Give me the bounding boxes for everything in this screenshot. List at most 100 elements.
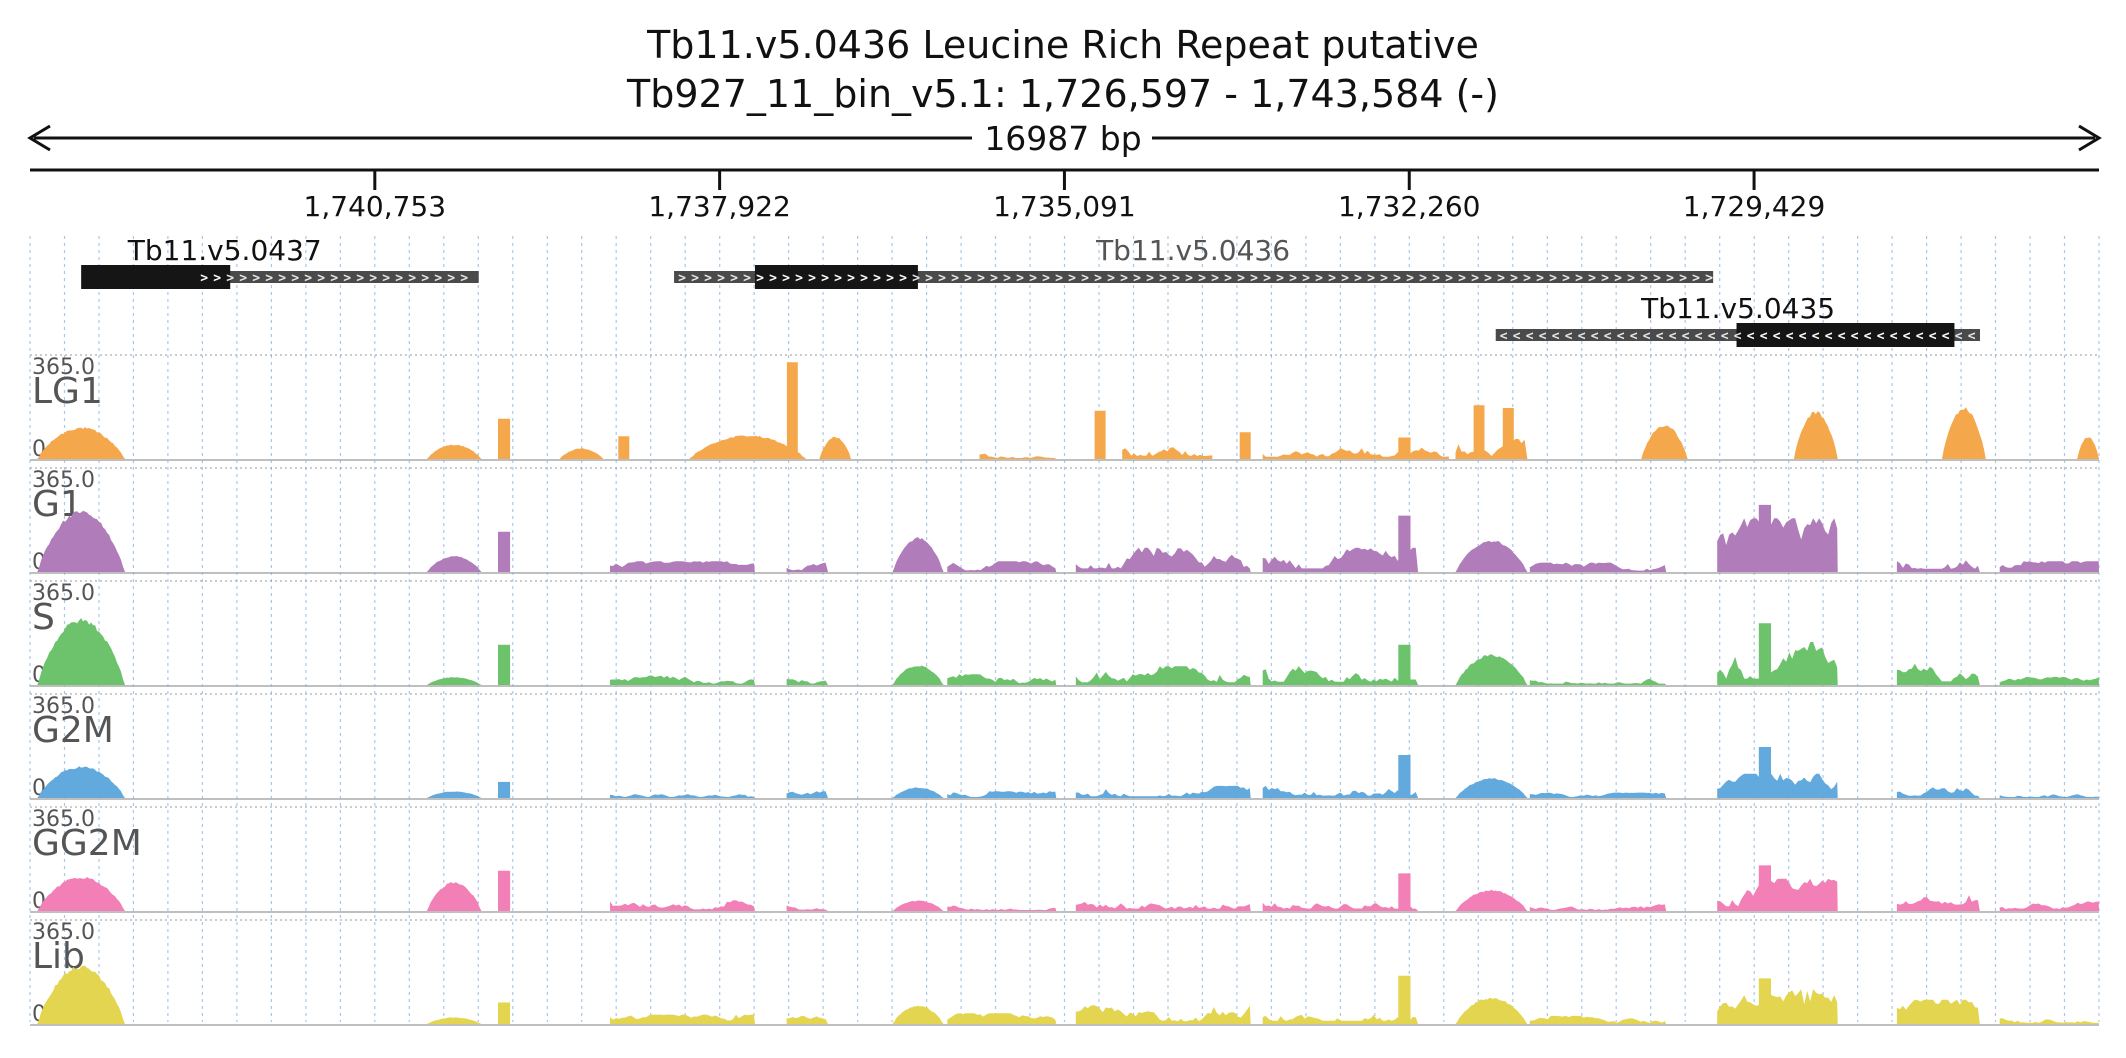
svg-text:<: < [1773,329,1781,344]
gene-label: Tb11.v5.0437 [127,234,322,267]
coverage-Lib-14 [1896,999,1980,1024]
coverage-G1-14 [1896,560,1980,572]
coverage-LG1-1 [426,444,482,459]
gene-label: Tb11.v5.0435 [1640,292,1835,325]
coverage-Lib-6 [947,1013,1057,1024]
svg-text:>: > [1627,271,1635,286]
svg-text:<: < [1838,329,1846,344]
coverage-G2M-5 [892,787,944,798]
coverage-Lib-4 [786,1015,828,1024]
svg-text:>: > [395,271,403,286]
coverage-G2M-15 [1999,794,2099,798]
svg-text:<: < [1799,329,1807,344]
coverage-Lib-7 [1075,1005,1251,1024]
svg-text:>: > [1614,271,1622,286]
svg-text:>: > [730,271,738,286]
coverage-LG1-7 [819,436,851,459]
coverage-G1-9 [1398,515,1411,572]
gene-Tb11.v5.0436[interactable]: > > > > > > > > > > > > > > > > > > > > > > > > > > > > > > > > > > > > > > > >… [674,234,1714,289]
svg-text:>: > [1549,271,1557,286]
track-name: GG2M [32,823,142,864]
svg-text:>: > [356,271,364,286]
svg-text:>: > [821,271,829,286]
coverage-G2M-12 [1717,773,1838,798]
chart-subtitle: Tb927_11_bin_v5.1: 1,726,597 - 1,743,584… [626,72,1499,116]
coverage-GG2M-4 [786,905,828,911]
coverage-G1-3 [610,561,755,572]
coverage-G2M-1 [426,791,482,798]
coverage-LG1-18 [1793,411,1838,459]
svg-text:>: > [1263,271,1271,286]
gene-Tb11.v5.0435[interactable]: < < < < < < < < < < < < < < < < < < < < < < < < < < < < < < < < < < < < <Tb1… [1495,292,1981,347]
coverage-LG1-10 [1122,447,1213,459]
coverage-Lib-3 [610,1014,755,1024]
svg-text:>: > [1588,271,1596,286]
axis-tick-label-0: 1,740,753 [304,190,447,223]
coverage-G1-13 [1758,504,1771,572]
svg-text:<: < [1565,329,1573,344]
coverage-S-9 [1398,644,1411,685]
svg-text:>: > [1315,271,1323,286]
gene-Tb11.v5.0437[interactable]: > > > > > > > > > > > > > > > > > > > > > Tb11.v5.0437 [81,234,479,289]
coordinate-axis: 1,740,753 1,737,922 1,735,091 1,732,260 1,72… [30,168,2099,223]
svg-text:>: > [925,271,933,286]
svg-text:<: < [1500,329,1508,344]
coverage-Lib-12 [1717,989,1838,1024]
gene-cds-box [754,265,918,289]
coverage-S-3 [610,675,755,685]
svg-text:>: > [795,271,803,286]
coverage-GG2M-1 [426,882,482,911]
svg-text:<: < [1669,329,1677,344]
strand-chevron-icon: > > > > > > > > > > > > > > > > > > > > > > > > > > > > > > > > > > > > > > > >… [678,271,1713,286]
svg-text:>: > [317,271,325,286]
coverage-Lib-9 [1398,975,1411,1024]
svg-text:>: > [938,271,946,286]
svg-text:>: > [1562,271,1570,286]
svg-text:>: > [252,271,260,286]
grid-lines [29,236,2100,1022]
svg-text:<: < [1825,329,1833,344]
coverage-LG1-3 [559,448,604,459]
svg-text:>: > [1497,271,1505,286]
svg-text:>: > [1224,271,1232,286]
svg-text:>: > [460,271,468,286]
svg-text:>: > [1523,271,1531,286]
track-name: LG1 [32,371,103,412]
axis-tick-label-1: 1,737,922 [648,190,791,223]
coverage-G2M-10 [1455,778,1528,798]
svg-text:>: > [769,271,777,286]
svg-text:>: > [408,271,416,286]
svg-text:>: > [1445,271,1453,286]
svg-text:>: > [912,271,920,286]
svg-text:>: > [1146,271,1154,286]
svg-text:<: < [1539,329,1547,344]
svg-text:>: > [1107,271,1115,286]
coverage-GG2M-6 [947,905,1057,911]
svg-text:>: > [1705,271,1713,286]
svg-text:>: > [421,271,429,286]
svg-text:>: > [1211,271,1219,286]
coverage-S-13 [1758,623,1771,685]
coverage-Lib-10 [1455,997,1528,1024]
svg-text:<: < [1708,329,1716,344]
coverage-G1-15 [1999,561,2099,572]
gene-track: > > > > > > > > > > > > > > > > > > > > > Tb11.v5.0437 > > > > > > >… [81,234,1981,347]
coverage-GG2M-11 [1529,904,1667,911]
coverage-G2M-9 [1398,755,1411,798]
svg-text:<: < [1721,329,1729,344]
coverage-G2M-13 [1758,747,1771,798]
coverage-GG2M-8 [1262,902,1419,911]
coverage-GG2M-5 [892,900,944,911]
svg-text:<: < [1656,329,1664,344]
gene-label: Tb11.v5.0436 [1095,234,1290,267]
svg-text:>: > [1094,271,1102,286]
coverage-LG1-20 [2077,437,2099,459]
span-label: 16987 bp [984,119,1141,158]
gene-cds-box [81,265,231,289]
svg-text:>: > [1237,271,1245,286]
coverage-tracks: 365.0LG10365.0G10365.0S0365.0G2M0365.0GG… [30,354,2099,1027]
svg-text:<: < [1604,329,1612,344]
track-max-label: 365.0 [32,807,95,832]
